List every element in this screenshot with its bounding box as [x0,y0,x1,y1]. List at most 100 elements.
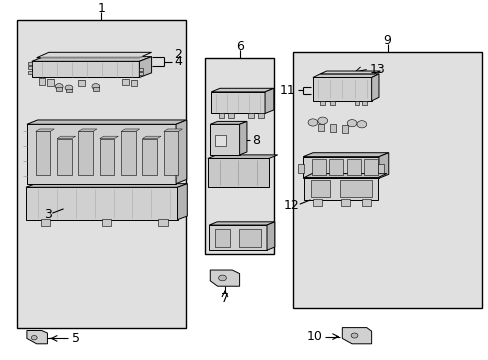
Bar [320,100,325,105]
Polygon shape [27,330,47,344]
Text: 8: 8 [251,134,259,147]
Text: 1: 1 [97,2,105,15]
Bar [47,79,54,86]
Polygon shape [211,88,273,92]
Bar [228,113,234,118]
Polygon shape [100,136,118,139]
Bar [139,72,143,75]
Bar [207,158,268,187]
Bar [339,180,371,197]
Bar [215,135,225,146]
Polygon shape [78,129,97,131]
Text: 13: 13 [368,63,384,76]
Polygon shape [177,184,187,220]
Polygon shape [320,71,380,74]
Bar [93,87,99,91]
Bar [342,125,347,133]
Bar [205,58,273,254]
Bar [56,87,62,91]
Polygon shape [27,120,186,124]
Polygon shape [32,57,151,61]
Text: 7: 7 [221,292,228,305]
Circle shape [350,333,357,338]
Polygon shape [163,129,182,131]
Polygon shape [121,129,140,131]
Bar [36,131,50,175]
Bar [41,219,50,226]
Bar [298,164,304,173]
Polygon shape [371,74,378,101]
Bar [163,131,178,175]
Text: 9: 9 [383,34,391,47]
Polygon shape [139,57,151,77]
Circle shape [55,84,63,89]
Bar [354,100,359,105]
Bar [39,78,45,85]
Bar [139,68,143,71]
Polygon shape [142,136,161,139]
Bar [310,180,329,197]
Circle shape [92,84,100,89]
Polygon shape [57,136,76,139]
Bar [142,139,157,175]
Circle shape [65,85,73,91]
Bar [293,52,481,308]
Polygon shape [303,153,388,157]
Polygon shape [207,155,277,158]
Polygon shape [27,124,176,184]
Polygon shape [266,222,274,250]
Bar [209,225,266,250]
Bar [361,199,370,206]
Bar [28,66,32,69]
Text: 3: 3 [44,208,52,221]
Bar [329,159,343,175]
Polygon shape [36,129,54,131]
Polygon shape [304,174,386,177]
Bar [78,131,93,175]
Circle shape [218,275,226,281]
Polygon shape [176,120,186,184]
Bar [131,80,137,86]
Text: 6: 6 [235,40,243,53]
Bar [210,124,239,155]
Bar [257,113,263,118]
Circle shape [346,120,356,127]
Bar [311,159,325,175]
Bar [312,199,321,206]
Bar [66,89,72,92]
Bar [17,20,185,328]
Polygon shape [210,270,239,286]
Bar [238,229,260,247]
Bar [28,71,32,74]
Polygon shape [26,187,177,220]
Bar [158,219,167,226]
Text: 4: 4 [174,55,182,68]
Bar [361,100,366,105]
Text: 11: 11 [280,84,295,97]
Bar [364,159,377,175]
Bar [218,113,224,118]
Polygon shape [378,153,388,178]
Polygon shape [26,184,187,187]
Text: 10: 10 [306,330,322,343]
Bar [247,113,253,118]
Bar [346,159,360,175]
Circle shape [307,119,317,126]
Text: 2: 2 [174,48,182,60]
Bar [122,79,128,85]
Polygon shape [209,222,274,225]
Bar [377,164,383,173]
Bar [329,124,335,132]
Polygon shape [239,121,246,155]
Bar [100,139,114,175]
Polygon shape [264,88,273,113]
Bar [303,157,378,178]
Polygon shape [210,121,246,124]
Bar [211,92,264,113]
Bar [57,139,72,175]
Bar [312,77,371,101]
Circle shape [31,336,37,340]
Circle shape [356,121,366,128]
Polygon shape [32,61,139,77]
Circle shape [317,117,327,124]
